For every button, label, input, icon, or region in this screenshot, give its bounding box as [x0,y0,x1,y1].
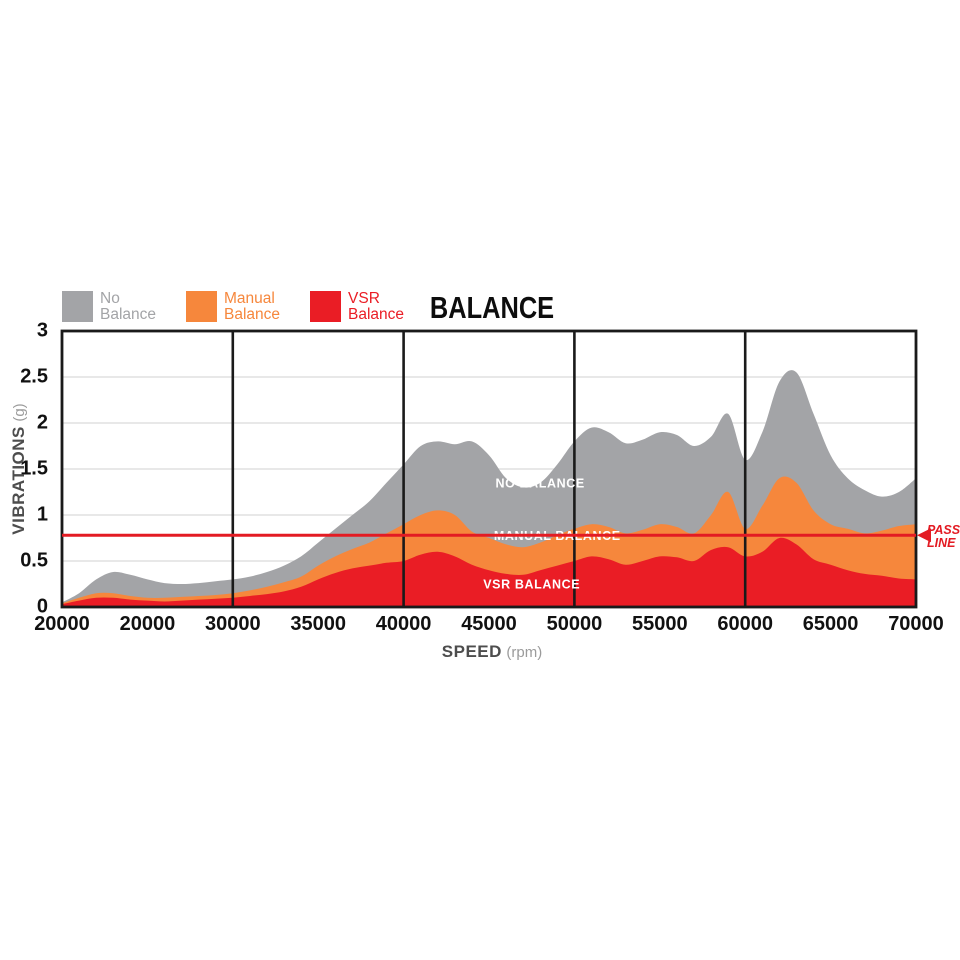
legend-swatch [186,291,218,322]
x-axis-ticks: 20000 20000 30000 35000 40000 45000 50000 55000… [0,613,960,639]
legend-item: VSR Balance [310,291,404,323]
x-axis-title: SPEED (rpm) [442,642,542,662]
x-tick-label: 50000 [546,613,603,635]
x-tick-label: 55000 [631,613,688,635]
y-axis-ticks: 0 0.5 1 1.5 2 2.5 3 [0,0,54,960]
x-tick-label: 35000 [290,613,346,635]
legend-swatch [62,291,93,322]
y-tick-label: 2 [36,411,48,434]
legend-item: No Balance [62,291,156,323]
x-tick-label: 65000 [802,613,859,635]
legend-item: Manual Balance [186,291,280,323]
chart-title: BALANCE [429,290,555,325]
pass-line-arrow-icon [917,528,931,543]
annotation-vsr-balance: VSR BALANCE [483,578,580,592]
series-area-vsr-balance [62,537,916,607]
y-tick-label: 0.5 [20,549,48,572]
x-axis-title-text: SPEED [441,642,502,661]
x-tick-label: 40000 [375,613,432,635]
x-tick-label: 60000 [717,613,773,635]
y-tick-label: 3 [36,319,48,342]
pass-line-label: PASS LINE [927,523,960,550]
x-tick-label: 70000 [888,613,944,635]
legend-label: Manual Balance [224,290,281,323]
y-tick-label: 1.5 [20,457,48,480]
x-axis-unit-text: (rpm) [506,644,543,661]
y-tick-label: 2.5 [20,365,48,388]
x-tick-label: 20000 [34,613,90,635]
chart-legend: No Balance Manual Balance VSR Balance [62,291,404,323]
y-tick-label: 0 [36,595,48,618]
annotation-no-balance: NO BALANCE [496,476,585,490]
legend-label: VSR Balance [348,290,405,323]
y-axis-title: VIBRATIONS (g) [9,403,29,534]
x-tick-label: 20000 [119,613,176,635]
y-axis-unit-text: (g) [11,403,28,422]
x-tick-label: 45000 [461,613,517,635]
y-axis-title-text: VIBRATIONS [9,426,28,535]
x-tick-label: 30000 [204,613,261,635]
y-tick-label: 1 [36,503,48,526]
plot-border [60,329,918,609]
legend-label: No Balance [100,290,157,323]
legend-swatch [310,291,342,322]
